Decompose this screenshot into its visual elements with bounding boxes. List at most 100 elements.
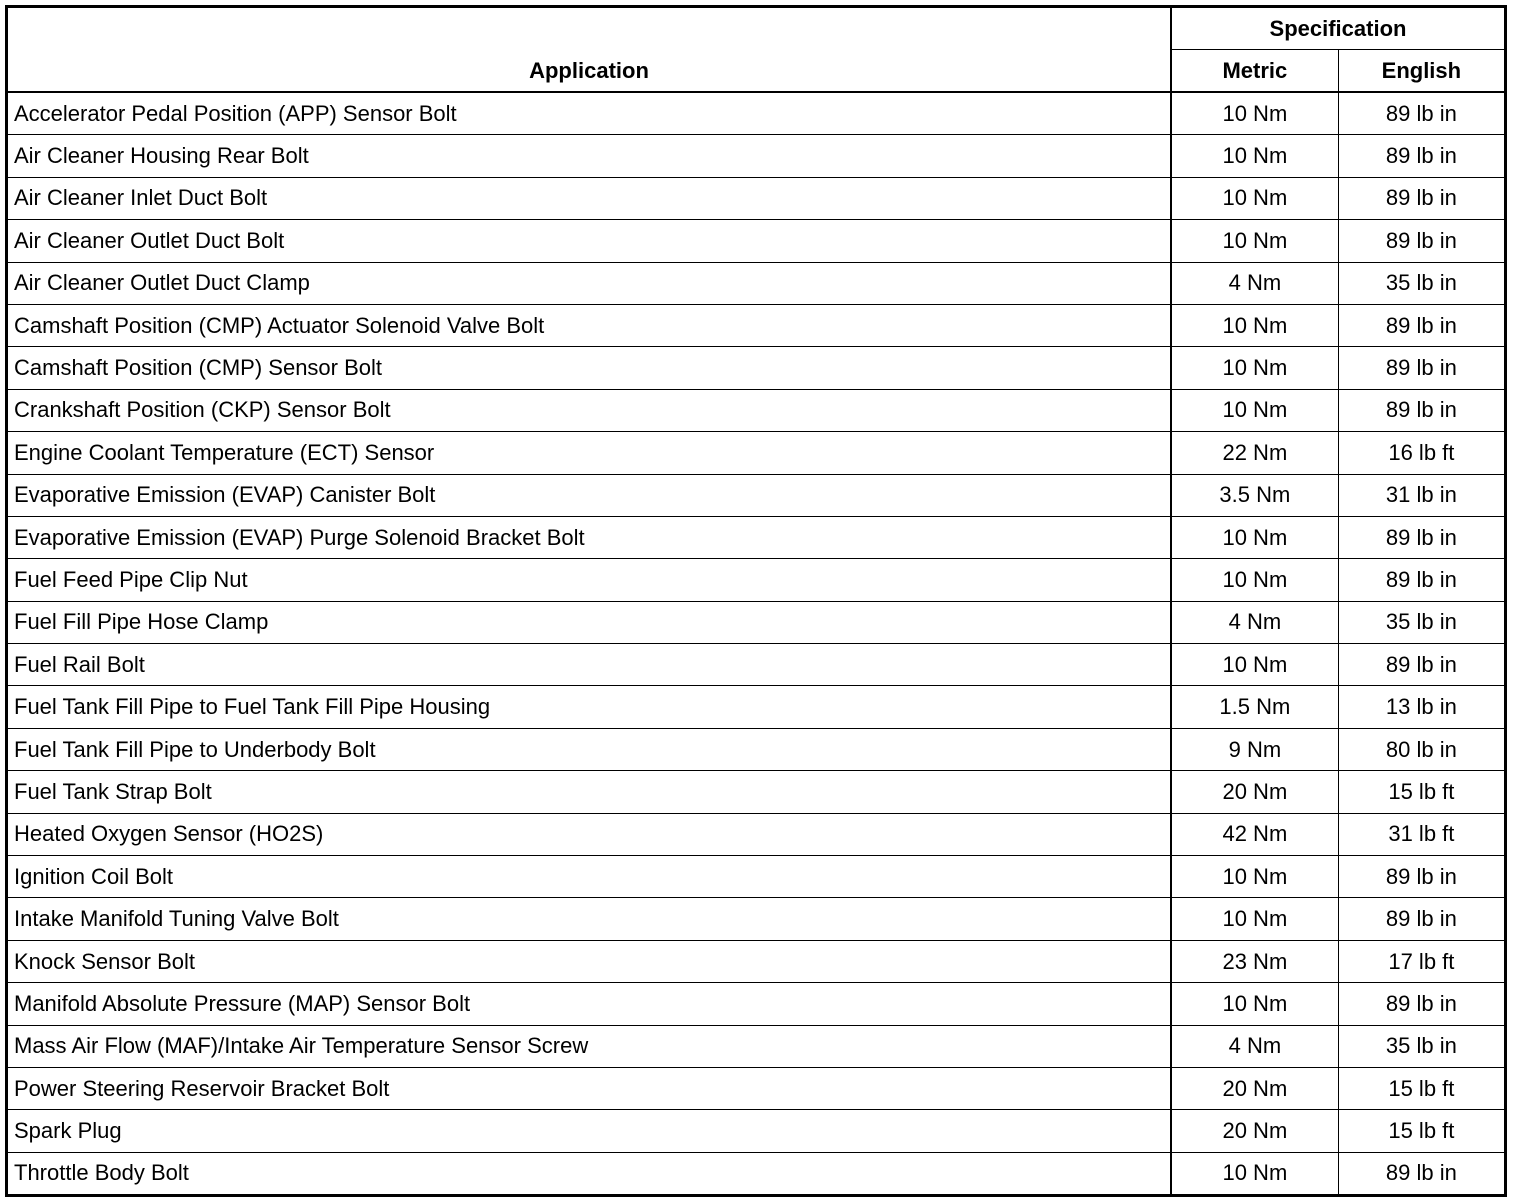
english-cell: 89 lb in	[1337, 982, 1507, 1026]
application-cell: Manifold Absolute Pressure (MAP) Sensor …	[6, 982, 1172, 1026]
application-cell: Air Cleaner Outlet Duct Clamp	[6, 261, 1172, 305]
table-row: Fuel Fill Pipe Hose Clamp 4 Nm 35 lb in	[6, 600, 1507, 645]
metric-cell: 10 Nm	[1170, 558, 1339, 602]
table-row: Fuel Tank Strap Bolt 20 Nm 15 lb ft	[6, 770, 1507, 814]
table-row: Heated Oxygen Sensor (HO2S) 42 Nm 31 lb ft	[6, 812, 1507, 857]
table-row: Fuel Tank Fill Pipe to Fuel Tank Fill Pi…	[6, 685, 1507, 729]
english-cell: 35 lb in	[1337, 1024, 1507, 1068]
metric-cell: 10 Nm	[1170, 515, 1339, 560]
application-cell: Engine Coolant Temperature (ECT) Sensor	[6, 431, 1172, 475]
metric-cell: 10 Nm	[1170, 388, 1339, 433]
metric-cell: 42 Nm	[1170, 812, 1339, 857]
application-cell: Fuel Rail Bolt	[6, 643, 1172, 687]
table-row: Intake Manifold Tuning Valve Bolt 10 Nm 89…	[6, 897, 1507, 941]
metric-cell: 20 Nm	[1170, 770, 1339, 814]
table-row: Accelerator Pedal Position (APP) Sensor …	[6, 91, 1507, 136]
table-row: Fuel Rail Bolt 10 Nm 89 lb in	[6, 643, 1507, 687]
application-cell: Air Cleaner Inlet Duct Bolt	[6, 176, 1172, 221]
application-cell: Power Steering Reservoir Bracket Bolt	[6, 1066, 1172, 1111]
metric-cell: 20 Nm	[1170, 1066, 1339, 1111]
table-row: Ignition Coil Bolt 10 Nm 89 lb in	[6, 855, 1507, 899]
table-row: Crankshaft Position (CKP) Sensor Bolt 10 …	[6, 388, 1507, 433]
metric-cell: 10 Nm	[1170, 855, 1339, 899]
application-cell: Heated Oxygen Sensor (HO2S)	[6, 812, 1172, 857]
application-cell: Spark Plug	[6, 1109, 1172, 1153]
application-cell: Ignition Coil Bolt	[6, 855, 1172, 899]
english-cell: 89 lb in	[1337, 134, 1507, 178]
application-cell: Camshaft Position (CMP) Actuator Solenoi…	[6, 303, 1172, 348]
metric-cell: 22 Nm	[1170, 431, 1339, 475]
metric-cell: 9 Nm	[1170, 727, 1339, 772]
table-row: Throttle Body Bolt 10 Nm 89 lb in	[6, 1151, 1507, 1197]
header-specification: Specification	[1170, 6, 1506, 50]
metric-cell: 10 Nm	[1170, 1151, 1339, 1197]
application-cell: Fuel Fill Pipe Hose Clamp	[6, 600, 1172, 645]
application-cell: Evaporative Emission (EVAP) Canister Bol…	[6, 473, 1172, 517]
metric-cell: 20 Nm	[1170, 1109, 1339, 1153]
english-cell: 89 lb in	[1337, 1151, 1507, 1197]
table-row: Fuel Feed Pipe Clip Nut 10 Nm 89 lb in	[6, 558, 1507, 602]
application-cell: Knock Sensor Bolt	[6, 939, 1172, 984]
english-cell: 15 lb ft	[1337, 1109, 1507, 1153]
metric-cell: 10 Nm	[1170, 982, 1339, 1026]
application-cell: Intake Manifold Tuning Valve Bolt	[6, 897, 1172, 941]
english-cell: 89 lb in	[1337, 897, 1507, 941]
application-cell: Air Cleaner Housing Rear Bolt	[6, 134, 1172, 178]
metric-cell: 23 Nm	[1170, 939, 1339, 984]
english-cell: 31 lb ft	[1337, 812, 1507, 857]
application-cell: Accelerator Pedal Position (APP) Sensor …	[6, 91, 1172, 136]
english-cell: 89 lb in	[1337, 176, 1507, 221]
table-row: Engine Coolant Temperature (ECT) Sensor 2…	[6, 431, 1507, 475]
english-cell: 89 lb in	[1337, 855, 1507, 899]
application-cell: Fuel Tank Fill Pipe to Fuel Tank Fill Pi…	[6, 685, 1172, 729]
english-cell: 15 lb ft	[1337, 770, 1507, 814]
table-row: Spark Plug 20 Nm 15 lb ft	[6, 1109, 1507, 1153]
english-cell: 17 lb ft	[1337, 939, 1507, 984]
table-row: Air Cleaner Inlet Duct Bolt 10 Nm 89 lb in	[6, 176, 1507, 221]
table-row: Manifold Absolute Pressure (MAP) Sensor …	[6, 982, 1507, 1026]
metric-cell: 10 Nm	[1170, 303, 1339, 348]
metric-cell: 1.5 Nm	[1170, 685, 1339, 729]
application-cell: Throttle Body Bolt	[6, 1151, 1172, 1197]
application-cell: Camshaft Position (CMP) Sensor Bolt	[6, 346, 1172, 390]
english-cell: 89 lb in	[1337, 388, 1507, 433]
english-cell: 89 lb in	[1337, 515, 1507, 560]
english-cell: 15 lb ft	[1337, 1066, 1507, 1111]
metric-cell: 10 Nm	[1170, 134, 1339, 178]
application-cell: Evaporative Emission (EVAP) Purge Soleno…	[6, 515, 1172, 560]
table-row: Air Cleaner Housing Rear Bolt 10 Nm 89 lb …	[6, 134, 1507, 178]
header-metric: Metric	[1170, 49, 1339, 93]
header-english: English	[1337, 49, 1507, 93]
application-cell: Mass Air Flow (MAF)/Intake Air Temperatu…	[6, 1024, 1172, 1068]
table-row: Air Cleaner Outlet Duct Clamp 4 Nm 35 lb i…	[6, 261, 1507, 305]
metric-cell: 4 Nm	[1170, 1024, 1339, 1068]
metric-cell: 10 Nm	[1170, 643, 1339, 687]
english-cell: 35 lb in	[1337, 261, 1507, 305]
english-cell: 80 lb in	[1337, 727, 1507, 772]
table-body: Accelerator Pedal Position (APP) Sensor …	[6, 91, 1507, 1197]
english-cell: 35 lb in	[1337, 600, 1507, 645]
table-row: Evaporative Emission (EVAP) Purge Soleno…	[6, 515, 1507, 560]
english-cell: 31 lb in	[1337, 473, 1507, 517]
metric-cell: 4 Nm	[1170, 261, 1339, 305]
table-row: Mass Air Flow (MAF)/Intake Air Temperatu…	[6, 1024, 1507, 1068]
metric-cell: 10 Nm	[1170, 346, 1339, 390]
english-cell: 89 lb in	[1337, 219, 1507, 263]
torque-spec-table: Application Specification Metric English…	[5, 5, 1507, 1198]
table-row: Evaporative Emission (EVAP) Canister Bol…	[6, 473, 1507, 517]
application-cell: Crankshaft Position (CKP) Sensor Bolt	[6, 388, 1172, 433]
table-row: Knock Sensor Bolt 23 Nm 17 lb ft	[6, 939, 1507, 984]
table-row: Camshaft Position (CMP) Sensor Bolt 10 Nm…	[6, 346, 1507, 390]
application-cell: Air Cleaner Outlet Duct Bolt	[6, 219, 1172, 263]
metric-cell: 10 Nm	[1170, 91, 1339, 136]
english-cell: 89 lb in	[1337, 558, 1507, 602]
application-cell: Fuel Feed Pipe Clip Nut	[6, 558, 1172, 602]
english-cell: 13 lb in	[1337, 685, 1507, 729]
metric-cell: 3.5 Nm	[1170, 473, 1339, 517]
header-application: Application	[6, 6, 1172, 93]
table-row: Air Cleaner Outlet Duct Bolt 10 Nm 89 lb i…	[6, 219, 1507, 263]
metric-cell: 10 Nm	[1170, 219, 1339, 263]
english-cell: 89 lb in	[1337, 643, 1507, 687]
table-row: Fuel Tank Fill Pipe to Underbody Bolt 9 N…	[6, 727, 1507, 772]
application-cell: Fuel Tank Strap Bolt	[6, 770, 1172, 814]
